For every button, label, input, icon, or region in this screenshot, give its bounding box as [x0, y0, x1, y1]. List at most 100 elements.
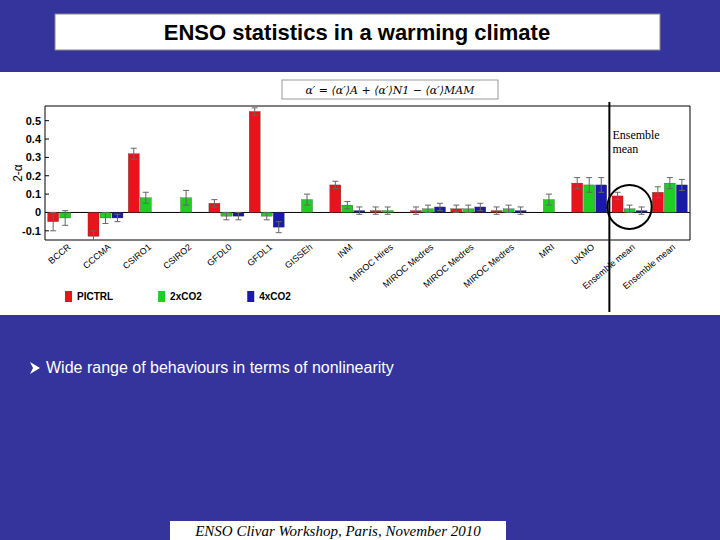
error-bar — [50, 212, 56, 230]
error-cap — [332, 181, 338, 182]
x-tick-label: UKMO — [569, 242, 596, 267]
error-cap — [102, 223, 108, 224]
highlight-circle — [607, 185, 651, 229]
legend-swatch — [158, 291, 165, 302]
error-bar — [425, 205, 431, 212]
error-line — [496, 207, 497, 214]
error-cap — [655, 197, 661, 198]
legend-swatch — [247, 291, 254, 302]
error-line — [601, 178, 602, 193]
error-line — [641, 207, 642, 214]
error-bar — [235, 212, 241, 219]
error-bar — [114, 214, 120, 221]
error-cap — [477, 203, 483, 204]
error-cap — [477, 210, 483, 211]
error-cap — [679, 179, 685, 180]
error-cap — [506, 205, 512, 206]
error-bar — [453, 205, 459, 212]
error-bar — [655, 187, 661, 198]
error-cap — [679, 190, 685, 191]
error-bar — [252, 108, 258, 115]
error-bar — [62, 211, 68, 226]
y-tick-label: -0.1 — [22, 225, 41, 237]
error-cap — [494, 206, 500, 207]
error-cap — [546, 205, 552, 206]
x-tick-label: BCCR — [46, 242, 72, 266]
error-bar — [304, 194, 310, 205]
x-tick-label: CSIRO2 — [161, 242, 193, 271]
error-line — [520, 207, 521, 214]
error-bar — [615, 192, 621, 199]
y-tick-label: 0.3 — [26, 151, 41, 163]
error-cap — [223, 212, 229, 213]
error-line — [266, 212, 267, 219]
divider — [608, 102, 610, 312]
error-cap — [465, 205, 471, 206]
error-line — [65, 211, 66, 226]
legend-label: 4xCO2 — [259, 291, 291, 302]
error-line — [359, 207, 360, 214]
error-bar — [223, 212, 229, 219]
formula: α′ = ⟨α′⟩A + ⟨α′⟩N1 − ⟨α′⟩MAM — [305, 84, 475, 97]
error-cap — [425, 212, 431, 213]
error-line — [117, 214, 118, 221]
error-line — [278, 222, 279, 233]
background — [0, 0, 720, 540]
error-line — [387, 207, 388, 214]
error-line — [439, 203, 440, 210]
error-bar — [143, 192, 149, 203]
x-tick-label: CCCMA — [81, 242, 113, 271]
error-cap — [639, 214, 645, 215]
error-cap — [615, 192, 621, 193]
error-cap — [102, 212, 108, 213]
error-cap — [385, 206, 391, 207]
error-line — [480, 203, 481, 210]
error-line — [629, 205, 630, 212]
error-bar — [598, 178, 604, 193]
error-cap — [264, 212, 270, 213]
error-cap — [211, 199, 217, 200]
error-bar — [546, 194, 552, 205]
error-cap — [62, 225, 68, 226]
error-line — [657, 187, 658, 198]
error-line — [93, 231, 94, 240]
error-cap — [598, 192, 604, 193]
error-cap — [50, 230, 56, 231]
legend-label: PICTRL — [77, 291, 113, 302]
slide: ENSO statistics in a warming climateα′ =… — [0, 0, 720, 540]
error-cap — [494, 214, 500, 215]
y-tick-label: 0.2 — [26, 170, 41, 182]
error-cap — [465, 212, 471, 213]
error-line — [681, 179, 682, 190]
error-cap — [518, 214, 524, 215]
error-cap — [425, 205, 431, 206]
error-cap — [50, 212, 56, 213]
error-line — [105, 212, 106, 223]
error-cap — [276, 232, 282, 233]
error-line — [375, 207, 376, 214]
error-cap — [586, 177, 592, 178]
error-cap — [574, 177, 580, 178]
error-line — [145, 192, 146, 203]
error-bar — [356, 207, 362, 214]
error-line — [468, 205, 469, 212]
error-line — [617, 192, 618, 199]
error-bar — [90, 231, 96, 240]
error-bar — [183, 190, 189, 205]
x-tick-label: INM — [336, 242, 355, 260]
error-line — [214, 200, 215, 207]
error-line — [53, 212, 54, 230]
y-tick-label: 0.4 — [26, 133, 42, 145]
error-line — [456, 205, 457, 212]
x-axis — [45, 240, 690, 241]
error-cap — [114, 214, 120, 215]
error-cap — [252, 107, 258, 108]
error-line — [415, 207, 416, 214]
error-cap — [304, 194, 310, 195]
error-cap — [143, 203, 149, 204]
x-tick-label: MRI — [537, 242, 556, 260]
error-line — [335, 181, 336, 188]
error-bar — [102, 212, 108, 223]
error-line — [133, 148, 134, 159]
x-tick-label: MIROC Medres — [462, 242, 517, 290]
